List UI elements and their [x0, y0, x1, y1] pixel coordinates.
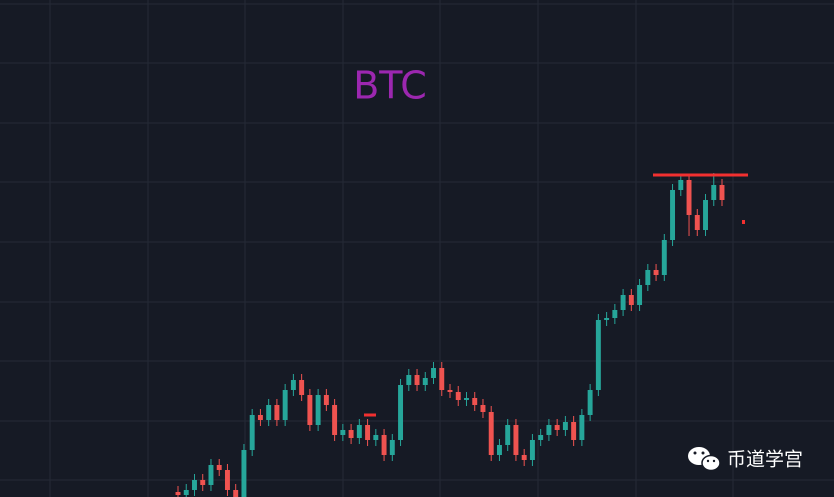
candle-body [274, 405, 280, 420]
candle-body [257, 415, 263, 420]
candle-body [529, 440, 535, 460]
candle-body [637, 285, 643, 305]
candle-body [249, 415, 255, 450]
candle-body [604, 318, 610, 320]
candle-body [653, 270, 659, 275]
candle-body [431, 368, 436, 378]
candle-body [290, 380, 296, 390]
candle-body [398, 385, 404, 440]
candle-body [703, 200, 708, 230]
candle-body [241, 450, 247, 497]
candle-body [464, 398, 469, 400]
watermark: 币道学宫 [727, 449, 803, 471]
candle-body [299, 380, 305, 395]
candle-body [620, 295, 626, 310]
candle-body [323, 395, 329, 405]
chart-title: BTC [353, 64, 427, 108]
candle-body [340, 430, 346, 435]
candle-body [480, 405, 486, 412]
candle-body [282, 390, 288, 420]
candle-body [587, 390, 593, 415]
candle-body [307, 395, 313, 425]
candle-body [208, 465, 214, 485]
candle-body [455, 392, 461, 400]
candle-body [513, 425, 519, 455]
candle-body [628, 295, 634, 305]
candle-body [224, 470, 230, 490]
candle-body [200, 480, 206, 485]
candle-body [406, 375, 412, 385]
marker-dot [742, 220, 745, 224]
candle-body [711, 185, 717, 200]
candle-body [216, 465, 222, 470]
candle-body [266, 405, 272, 420]
candle-body [192, 480, 197, 490]
candle-body [315, 395, 321, 425]
candle-body [472, 398, 478, 405]
candle-body [496, 445, 502, 455]
candle-body [719, 185, 725, 200]
candle-body [505, 425, 511, 445]
wechat-icon [688, 447, 721, 472]
candle-body [562, 422, 568, 430]
candle-body [686, 180, 692, 215]
candle-body [365, 425, 371, 440]
candle-body [595, 320, 601, 390]
candle-body [414, 375, 420, 385]
candle-body [546, 425, 552, 435]
candle-body [175, 492, 181, 495]
candle-body [538, 435, 544, 440]
candle-body [612, 310, 618, 318]
candle-body [645, 270, 651, 285]
candle-body [389, 440, 395, 455]
candle-body [373, 435, 379, 440]
candle-body [422, 378, 428, 385]
candle-body [183, 490, 189, 495]
candle-body [447, 390, 453, 392]
candle-body [571, 422, 577, 440]
candle-body [678, 180, 684, 190]
candle-body [348, 430, 354, 438]
candle-body [554, 425, 560, 430]
candle-body [488, 412, 494, 455]
candles [175, 173, 725, 497]
candle-body [356, 425, 362, 438]
candle-body [661, 240, 667, 275]
candle-body [332, 405, 338, 435]
candle-body [579, 415, 585, 440]
candle-body [694, 215, 700, 230]
candle-body [233, 490, 239, 497]
candle-body [439, 368, 445, 390]
candle-body [521, 455, 527, 460]
candle-body [670, 190, 676, 240]
candle-body [381, 435, 387, 455]
